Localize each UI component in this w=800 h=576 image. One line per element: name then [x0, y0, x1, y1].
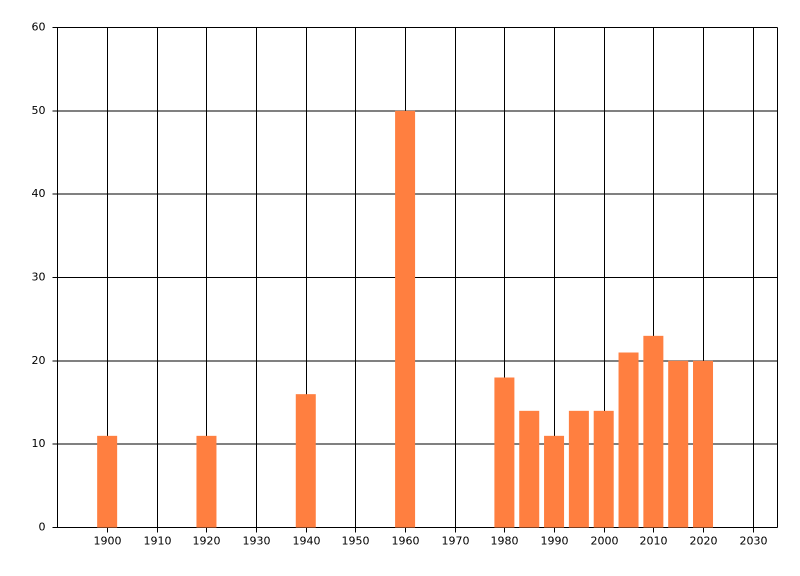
- bar: [97, 435, 118, 528]
- bar: [196, 435, 217, 528]
- x-tick-label: 1950: [342, 535, 370, 548]
- x-tick-label: 1960: [392, 535, 420, 548]
- x-tick-label: 1920: [193, 535, 221, 548]
- y-tick-label: 0: [39, 521, 46, 534]
- bar: [395, 110, 416, 528]
- x-tick-label: 1910: [144, 535, 172, 548]
- x-tick-label: 1980: [491, 535, 519, 548]
- x-tick-label: 2010: [640, 535, 668, 548]
- y-tick-label: 40: [32, 187, 46, 200]
- bar: [693, 360, 714, 528]
- x-tick-label: 1900: [94, 535, 122, 548]
- bar: [295, 394, 316, 528]
- x-tick-label: 1940: [293, 535, 321, 548]
- bar: [668, 360, 689, 528]
- x-tick-label: 1970: [442, 535, 470, 548]
- bar: [643, 335, 664, 528]
- x-tick-label: 1990: [541, 535, 569, 548]
- y-tick-label: 60: [32, 21, 46, 34]
- bar: [519, 410, 540, 528]
- x-tick-label: 2030: [740, 535, 768, 548]
- bar: [618, 352, 639, 528]
- x-tick-label: 2000: [591, 535, 619, 548]
- bar: [568, 410, 589, 528]
- bar: [593, 410, 614, 528]
- y-tick-label: 30: [32, 271, 46, 284]
- bar: [544, 435, 565, 528]
- y-tick-label: 20: [32, 354, 46, 367]
- x-tick-label: 2020: [690, 535, 718, 548]
- y-tick-label: 50: [32, 104, 46, 117]
- y-tick-label: 10: [32, 437, 46, 450]
- x-tick-label: 1930: [243, 535, 271, 548]
- bar: [494, 377, 515, 528]
